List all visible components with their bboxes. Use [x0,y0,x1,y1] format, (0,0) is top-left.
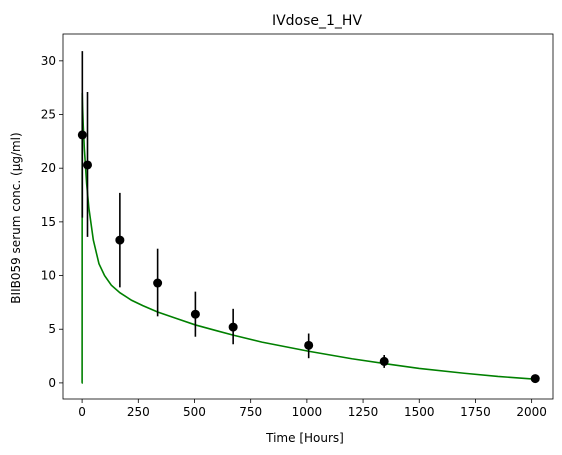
data-point [77,130,87,140]
x-tick-label: 1750 [460,405,491,419]
data-point [190,309,200,319]
data-point [304,340,314,350]
x-tick-label: 1500 [404,405,435,419]
data-point [228,322,238,332]
plot-area [77,51,540,384]
y-tick-label: 25 [41,108,56,122]
y-axis: 0 5 10 15 20 25 30 [41,54,63,390]
y-tick-label: 5 [48,322,56,336]
x-tick-label: 1250 [348,405,379,419]
chart-title: IVdose_1_HV [272,13,363,29]
plot-frame [62,33,554,400]
x-tick-label: 1000 [292,405,323,419]
data-point [379,356,389,366]
y-tick-label: 30 [41,54,56,68]
data-point [115,235,125,245]
y-tick-label: 10 [41,269,56,283]
y-axis-label: BIIB059 serum conc. (μg/ml) [9,132,23,303]
y-tick-label: 20 [41,161,56,175]
data-point [530,374,540,384]
x-tick-label: 0 [78,405,86,419]
x-tick-label: 750 [239,405,262,419]
data-point [83,160,92,170]
y-tick-label: 15 [41,215,56,229]
x-tick-label: 250 [127,405,150,419]
x-tick-label: 500 [183,405,206,419]
y-tick-label: 0 [48,376,56,390]
x-tick-label: 2000 [516,405,547,419]
data-point [153,278,163,288]
x-axis-label: Time [Hours] [265,431,344,445]
x-axis: 0 250 500 750 1000 1250 1500 1750 2000 [78,399,547,419]
